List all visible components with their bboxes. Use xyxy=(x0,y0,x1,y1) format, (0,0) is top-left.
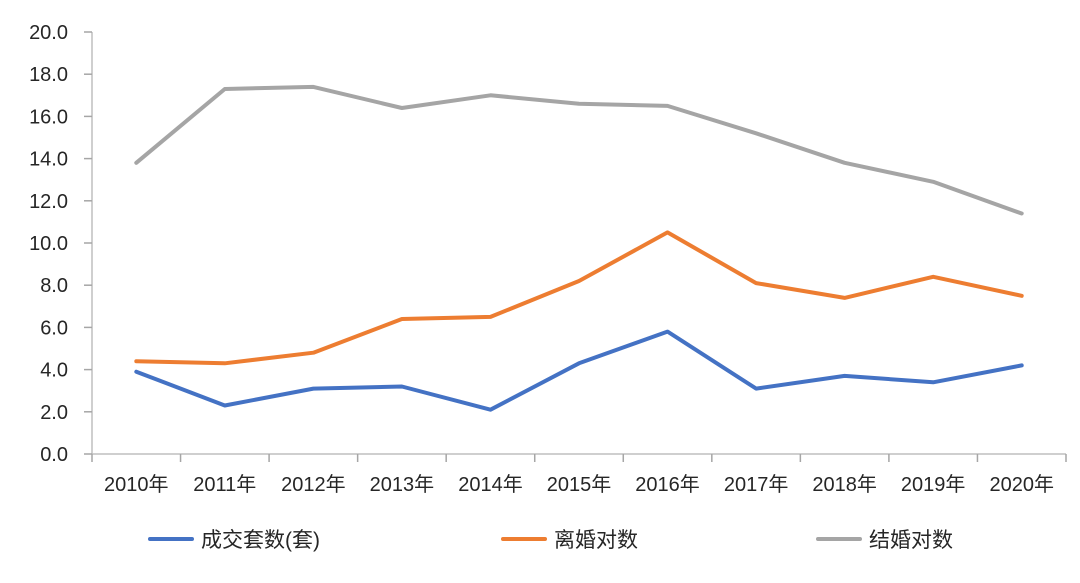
series-line-marriage-pairs xyxy=(134,84,1024,216)
legend-label-divorce-pairs: 离婚对数 xyxy=(554,529,638,552)
series-line-deal-count xyxy=(134,329,1024,412)
x-axis-tick-label: 2018年 xyxy=(812,473,877,496)
series-line-divorce-pairs xyxy=(134,230,1024,366)
legend-swatch-deal-count xyxy=(148,537,194,541)
legend-label-deal-count: 成交套数(套) xyxy=(201,529,320,552)
legend-swatch-divorce-pairs xyxy=(501,537,547,541)
x-axis-tick-label: 2014年 xyxy=(458,473,523,496)
y-axis-tick-label: 2.0 xyxy=(40,402,68,424)
legend: 成交套数(套) 离婚对数 结婚对数 xyxy=(0,524,1080,558)
y-axis-tick-label: 20.0 xyxy=(29,22,68,44)
x-axis-tick-label: 2010年 xyxy=(104,473,169,496)
x-axis-tick-label: 2016年 xyxy=(635,473,700,496)
x-axis-tick-label: 2015年 xyxy=(547,473,612,496)
y-axis-tick-label: 8.0 xyxy=(40,275,68,297)
x-axis-tick-label: 2012年 xyxy=(281,473,346,496)
y-axis-tick-label: 6.0 xyxy=(40,317,68,339)
x-axis-tick-label: 2011年 xyxy=(193,473,256,496)
y-axis-tick-label: 18.0 xyxy=(29,64,68,86)
y-axis-tick-label: 10.0 xyxy=(29,233,68,255)
series-lines xyxy=(134,84,1024,412)
x-axis-tick-label: 2017年 xyxy=(724,473,789,496)
legend-swatch-marriage-pairs xyxy=(816,537,862,541)
legend-item-divorce-pairs: 离婚对数 xyxy=(501,524,638,554)
y-axis-tick-label: 4.0 xyxy=(40,360,68,382)
x-axis-tick-label: 2020年 xyxy=(989,473,1054,496)
x-axis-tick-label: 2013年 xyxy=(370,473,435,496)
legend-label-marriage-pairs: 结婚对数 xyxy=(869,529,953,552)
legend-item-marriage-pairs: 结婚对数 xyxy=(816,524,953,554)
y-axis-tick-label: 16.0 xyxy=(29,106,68,128)
axes xyxy=(84,31,1067,462)
y-axis-tick-label: 14.0 xyxy=(29,149,68,171)
y-axis-tick-label: 12.0 xyxy=(29,191,68,213)
y-axis-tick-label: 0.0 xyxy=(40,444,68,466)
x-axis-tick-label: 2019年 xyxy=(901,473,966,496)
legend-item-deal-count: 成交套数(套) xyxy=(148,524,320,554)
axis-labels: 0.0 2.0 4.0 6.0 8.0 10.0 12.0 14.0 16.0 18.0 20.0 2… xyxy=(29,22,1054,496)
